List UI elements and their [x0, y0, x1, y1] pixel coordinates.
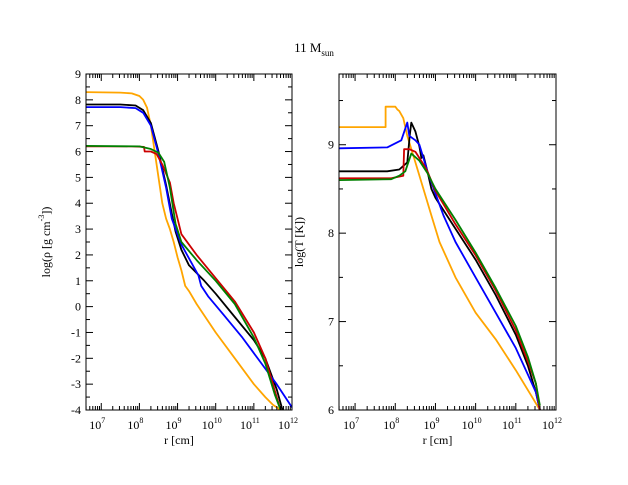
- plot-frame: [338, 73, 557, 411]
- y-axis-label: log(ρ [g cm-3]): [37, 207, 53, 278]
- series-line-red: [86, 145, 282, 410]
- figure-title-subscript: sun: [321, 48, 334, 58]
- x-axis-label: r [cm]: [164, 433, 194, 447]
- series-line-blue: [86, 106, 292, 408]
- y-tick-label: -1: [71, 325, 81, 339]
- y-tick-label: 1: [75, 274, 81, 288]
- series-group: [339, 105, 541, 410]
- x-tick-label: 109: [166, 416, 182, 432]
- temperature-panel: 6 7 8 9 107 108 109 1010 1011 1012 r [cm] log(T [K]…: [292, 73, 562, 447]
- x-tick-label: 1010: [462, 416, 482, 432]
- x-tick-label: 108: [383, 416, 399, 432]
- y-tick-label: 8: [328, 226, 334, 240]
- y-tick-label: -3: [71, 377, 81, 391]
- plot-frame: [85, 73, 293, 411]
- series-line-orange: [339, 105, 541, 410]
- y-tick-label: 9: [328, 138, 334, 152]
- x-axis-label: r [cm]: [423, 433, 453, 447]
- figure-title: 11 Msun: [294, 40, 334, 58]
- y-tick-label: 6: [75, 145, 81, 159]
- x-tick-label: 1012: [278, 416, 298, 432]
- y-tick-label: 2: [75, 248, 81, 262]
- y-tick-label: -4: [71, 403, 81, 417]
- series-group: [86, 91, 292, 410]
- x-tick-label: 109: [423, 416, 439, 432]
- y-tick-label: -2: [71, 351, 81, 365]
- y-tick-label: 7: [328, 315, 334, 329]
- y-tick-label: 7: [75, 119, 81, 133]
- x-tick-label: 1012: [542, 416, 562, 432]
- y-tick-label: 0: [75, 300, 81, 314]
- x-tick-label: 1011: [240, 416, 260, 432]
- series-line-black: [339, 121, 541, 410]
- series-line-red: [339, 148, 541, 410]
- y-axis-label: log(T [K]): [292, 217, 306, 267]
- series-line-black: [86, 103, 284, 410]
- x-tick-label: 107: [343, 416, 359, 432]
- y-tick-label: 5: [75, 170, 81, 184]
- density-panel: -4 -3 -2 -1 0 1 2 3 4 5 6 7 8 9 107 108 109 1010 1011 1012 r…: [37, 67, 298, 447]
- y-tick-label: 4: [75, 196, 81, 210]
- y-tick-label: 8: [75, 93, 81, 107]
- series-line-green: [86, 145, 282, 410]
- y-tick-label: 3: [75, 222, 81, 236]
- x-tick-label: 108: [127, 416, 143, 432]
- series-line-blue: [339, 121, 541, 410]
- y-tick-label: 9: [75, 67, 81, 81]
- y-tick-label: 6: [328, 403, 334, 417]
- series-line-green: [339, 152, 541, 406]
- figure-title-main: 11 M: [294, 40, 322, 55]
- series-line-orange: [86, 91, 282, 410]
- x-tick-label: 1010: [202, 416, 222, 432]
- x-tick-label: 1011: [502, 416, 522, 432]
- x-tick-label: 107: [89, 416, 105, 432]
